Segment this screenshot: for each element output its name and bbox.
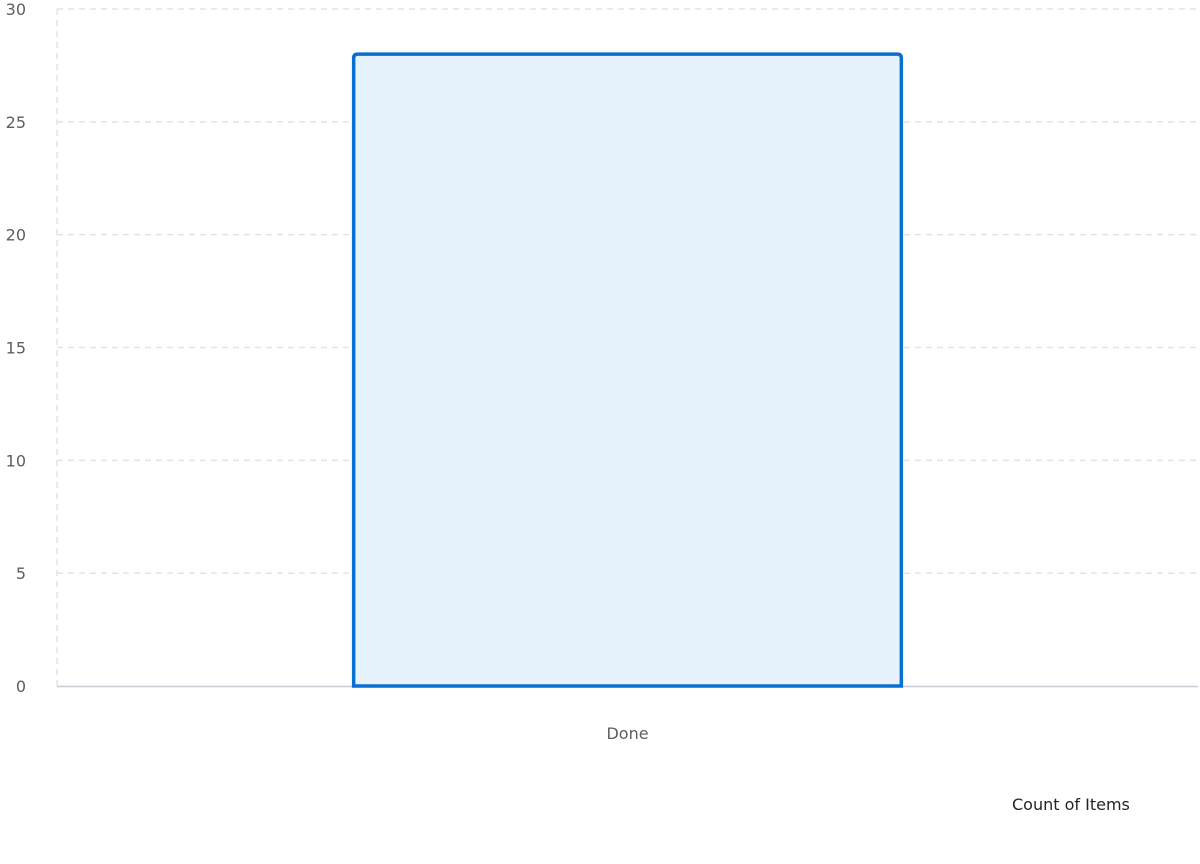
y-tick-label-10: 10 (6, 451, 26, 470)
x-tick-label-done: Done (606, 724, 648, 743)
y-tick-label-20: 20 (6, 226, 26, 245)
y-tick-label-5: 5 (16, 564, 26, 583)
y-tick-label-15: 15 (6, 339, 26, 358)
gridlines (57, 8, 1198, 574)
bars (351, 52, 904, 688)
y-tick-label-0: 0 (16, 677, 26, 696)
bar-done[interactable] (351, 52, 904, 688)
y-tick-label-25: 25 (6, 113, 26, 132)
tick-labels: 0 5 10 15 20 25 30 Done (6, 0, 649, 743)
legend-label: Count of Items (1012, 795, 1130, 814)
y-tick-label-30: 30 (6, 0, 26, 19)
